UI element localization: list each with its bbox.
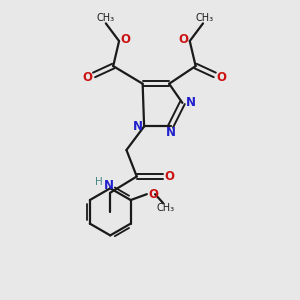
Text: O: O bbox=[121, 33, 130, 46]
Text: H: H bbox=[94, 177, 102, 188]
Text: N: N bbox=[133, 120, 142, 133]
Text: O: O bbox=[216, 71, 226, 84]
Text: N: N bbox=[166, 126, 176, 140]
Text: CH₃: CH₃ bbox=[195, 13, 214, 23]
Text: N: N bbox=[104, 179, 114, 192]
Text: CH₃: CH₃ bbox=[157, 203, 175, 213]
Text: O: O bbox=[165, 170, 175, 183]
Text: O: O bbox=[178, 33, 188, 46]
Text: O: O bbox=[82, 71, 93, 84]
Text: O: O bbox=[148, 188, 158, 201]
Text: CH₃: CH₃ bbox=[97, 13, 115, 23]
Text: N: N bbox=[186, 96, 196, 110]
